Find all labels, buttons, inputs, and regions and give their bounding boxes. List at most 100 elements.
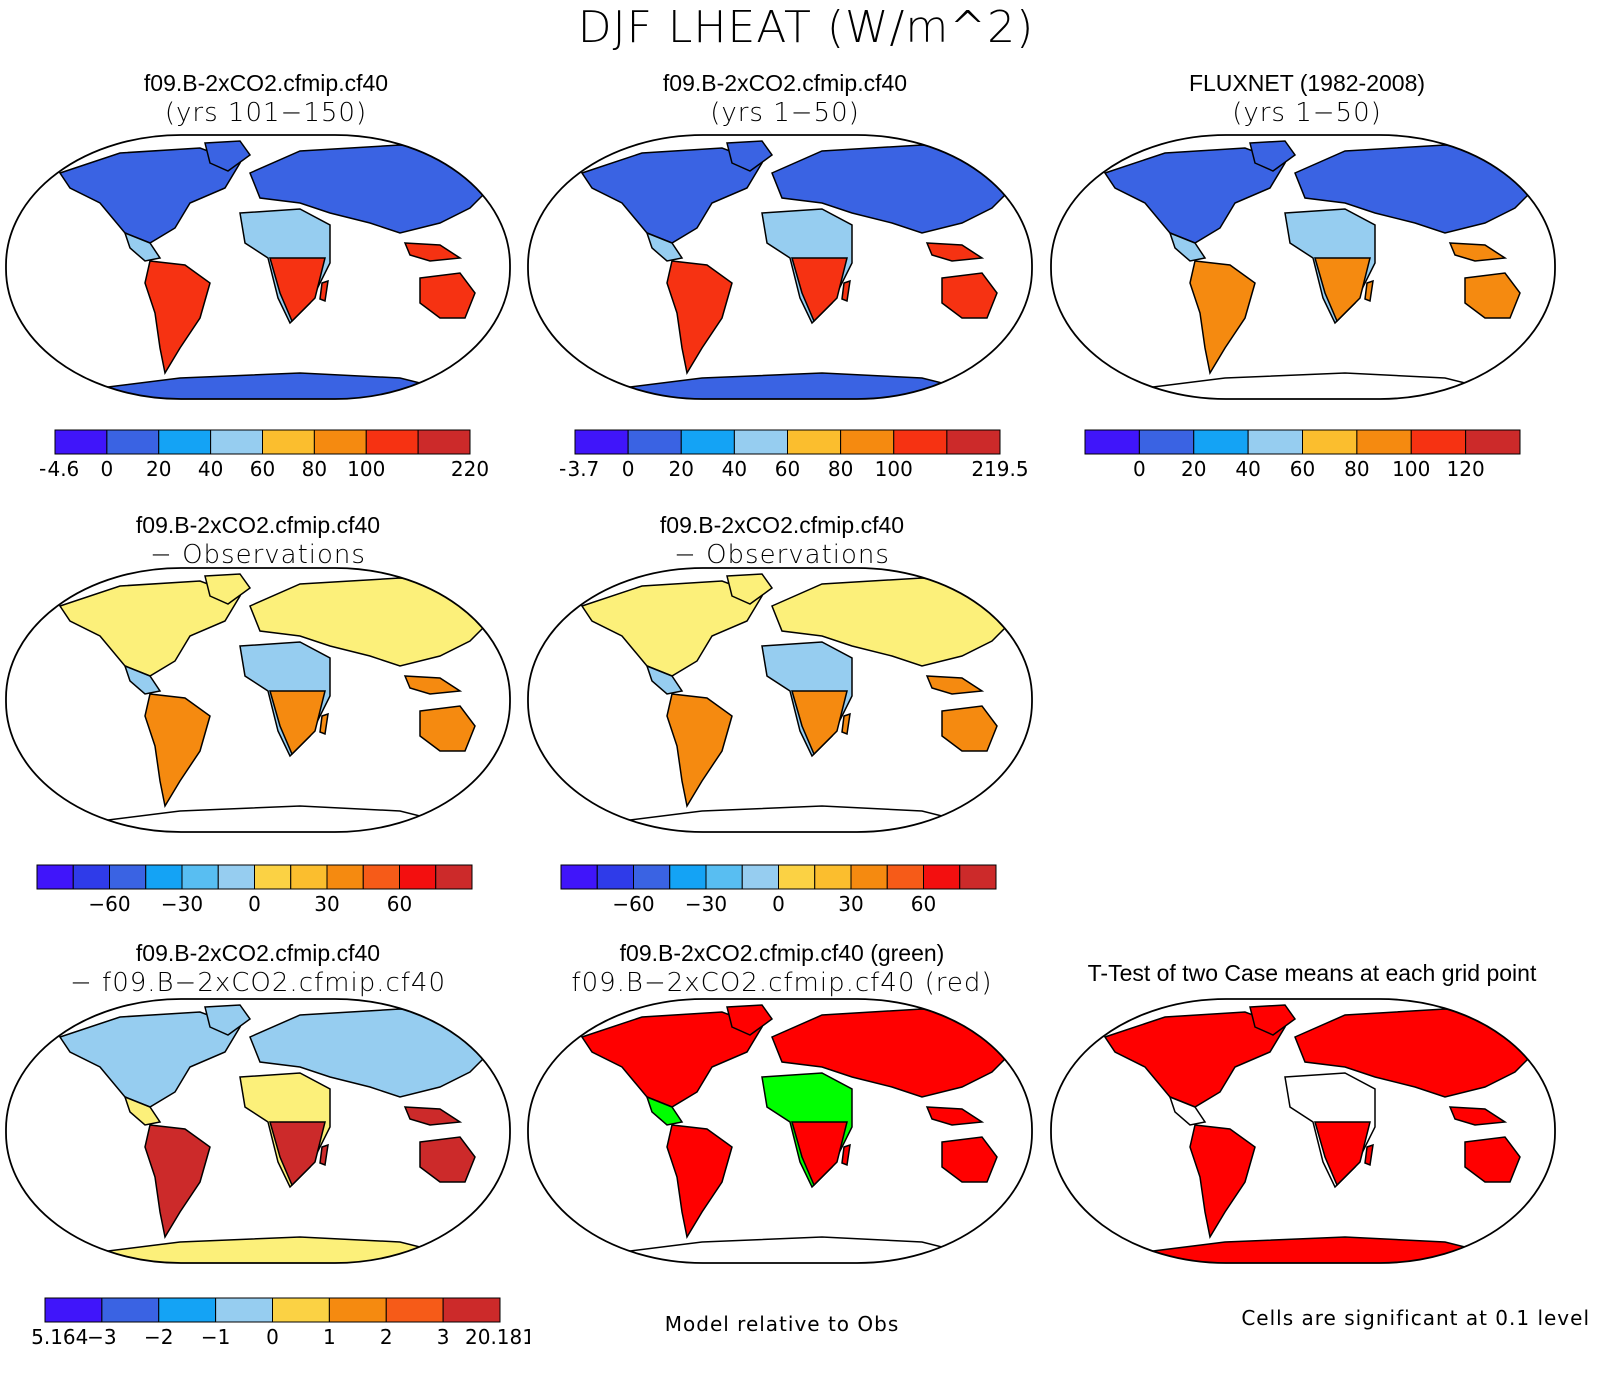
north-america bbox=[58, 580, 242, 677]
greenland bbox=[726, 1004, 774, 1036]
colorbar-box bbox=[1302, 429, 1358, 455]
colorbar-box bbox=[313, 429, 367, 455]
colorbar-label: −15.164 bbox=[30, 1325, 88, 1349]
figure-title: DJF LHEAT (W/m^2) bbox=[577, 2, 1035, 53]
colorbar-box bbox=[1247, 429, 1303, 455]
colorbar-label: 20 bbox=[669, 457, 694, 481]
madagascar bbox=[1364, 1143, 1374, 1167]
colorbar-box bbox=[893, 429, 948, 455]
indonesia bbox=[925, 1106, 985, 1126]
colorbar-box bbox=[290, 864, 328, 890]
panel-title: f09.B-2xCO2.cfmip.cf40 bbox=[135, 512, 381, 538]
colorbar: 0 20 40 60 80 100 120 bbox=[1084, 429, 1521, 481]
colorbar-box bbox=[787, 429, 842, 455]
map-panel bbox=[5, 134, 511, 400]
north-america bbox=[580, 1011, 764, 1108]
map-panel bbox=[5, 567, 511, 833]
colorbar-box bbox=[210, 429, 263, 455]
south-america bbox=[144, 693, 211, 809]
colorbar-label: 0 bbox=[101, 457, 114, 481]
australia bbox=[941, 272, 998, 319]
madagascar bbox=[1364, 279, 1374, 303]
colorbar-label: 1 bbox=[323, 1325, 336, 1349]
madagascar bbox=[841, 1143, 851, 1167]
colorbar-box bbox=[596, 864, 634, 890]
madagascar bbox=[319, 1143, 329, 1167]
colorbar-label: 60 bbox=[387, 892, 412, 916]
australia bbox=[941, 1136, 998, 1183]
australia bbox=[419, 1136, 476, 1183]
colorbar-box bbox=[1410, 429, 1467, 455]
colorbar-label: −1 bbox=[201, 1325, 230, 1349]
indonesia bbox=[925, 242, 985, 262]
colorbar-label: 20.181 bbox=[465, 1325, 530, 1349]
colorbar-label: 0 bbox=[266, 1325, 279, 1349]
globe-outline bbox=[5, 134, 511, 400]
colorbar-label: −30 bbox=[685, 892, 727, 916]
colorbar-box bbox=[272, 1297, 330, 1323]
colorbar-label: 100 bbox=[347, 457, 385, 481]
central-america bbox=[123, 1095, 162, 1126]
colorbar-label: 0 bbox=[772, 892, 785, 916]
madagascar bbox=[841, 712, 851, 736]
colorbar-box bbox=[254, 864, 292, 890]
australia bbox=[1464, 272, 1521, 319]
north-america bbox=[1103, 1011, 1287, 1108]
colorbar: −3.7 0 20 40 60 80 100 219.5 bbox=[560, 429, 1029, 481]
colorbar-label: −30 bbox=[161, 892, 203, 916]
globe-outline bbox=[5, 567, 511, 833]
colorbar-box bbox=[733, 429, 788, 455]
colorbar-box bbox=[840, 429, 895, 455]
colorbar-label: 40 bbox=[198, 457, 223, 481]
south-america bbox=[666, 1124, 733, 1240]
greenland bbox=[204, 573, 252, 605]
greenland bbox=[204, 1004, 252, 1036]
colorbar-label: 2 bbox=[380, 1325, 393, 1349]
colorbar-label: −4.6 bbox=[40, 457, 79, 481]
north-america bbox=[580, 147, 764, 244]
colorbar-label: −60 bbox=[612, 892, 654, 916]
south-america bbox=[666, 693, 733, 809]
panel-subtitle: − Observations bbox=[674, 540, 890, 570]
indonesia bbox=[403, 1106, 463, 1126]
panel-subtitle: − Observations bbox=[150, 540, 366, 570]
colorbar-label: 120 bbox=[1447, 457, 1485, 481]
colorbar-box bbox=[328, 1297, 387, 1323]
colorbar-label: 0 bbox=[1133, 457, 1146, 481]
colorbar-box bbox=[106, 429, 160, 455]
globe-outline bbox=[5, 998, 511, 1264]
south-america bbox=[1189, 260, 1256, 376]
colorbar-box bbox=[101, 1297, 160, 1323]
africa-south bbox=[269, 257, 326, 323]
greenland bbox=[726, 573, 774, 605]
south-america bbox=[1189, 1124, 1256, 1240]
panel-note: Model relative to Obs bbox=[664, 1312, 900, 1336]
colorbar-label: 80 bbox=[302, 457, 327, 481]
colorbar-label: −60 bbox=[88, 892, 130, 916]
colorbar-box bbox=[109, 864, 147, 890]
colorbar-box bbox=[633, 864, 671, 890]
colorbar-box bbox=[399, 864, 437, 890]
africa-south bbox=[791, 1121, 848, 1187]
colorbar-label: 60 bbox=[911, 892, 936, 916]
colorbar-label: 60 bbox=[250, 457, 275, 481]
indonesia bbox=[1448, 242, 1508, 262]
panel-title: f09.B-2xCO2.cfmip.cf40 (green) bbox=[619, 940, 945, 966]
map-panel bbox=[527, 998, 1033, 1264]
map-panel bbox=[5, 998, 511, 1264]
panel-subtitle: (yrs 101−150) bbox=[164, 98, 368, 128]
greenland bbox=[1249, 1004, 1297, 1036]
globe-outline bbox=[527, 134, 1033, 400]
madagascar bbox=[319, 712, 329, 736]
colorbar-label: 100 bbox=[875, 457, 913, 481]
central-america bbox=[1168, 1095, 1207, 1126]
central-america bbox=[123, 231, 162, 262]
australia bbox=[941, 705, 998, 752]
colorbar-box bbox=[1356, 429, 1412, 455]
colorbar-label: 30 bbox=[838, 892, 863, 916]
colorbar-box bbox=[705, 864, 743, 890]
colorbar-box bbox=[442, 1297, 501, 1323]
panel-note: Cells are significant at 0.1 level bbox=[1241, 1306, 1590, 1330]
colorbar-box bbox=[217, 864, 255, 890]
colorbar-box bbox=[215, 1297, 273, 1323]
